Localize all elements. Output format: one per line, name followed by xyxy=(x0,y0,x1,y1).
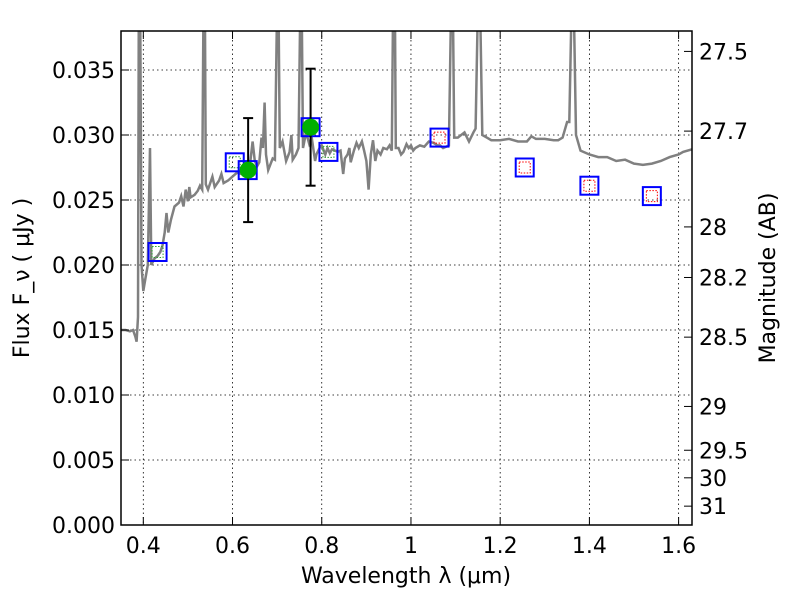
y-tick-label: 0.025 xyxy=(52,189,115,214)
y-tick-label: 0.010 xyxy=(52,384,115,409)
model-photometry-boxes xyxy=(147,117,662,262)
y-tick-label: 0.020 xyxy=(52,254,115,279)
plot-frame xyxy=(120,30,693,526)
y-axis-ticks: 0.000 0.005 0.010 0.015 0.020 0.025 0.030 0.035 xyxy=(52,59,129,539)
model-box-outer xyxy=(429,127,450,148)
y-tick-label: 0.000 xyxy=(52,514,115,539)
right-tick-label: 30 xyxy=(699,467,727,492)
observed-points xyxy=(239,67,320,224)
right-tick-label: 31 xyxy=(699,495,727,520)
right-tick-label: 27.7 xyxy=(699,120,748,145)
model-box-inner xyxy=(583,179,596,192)
x-tick-label: 0.8 xyxy=(304,534,339,559)
x-axis-ticks: 0.4 0.6 0.8 1 1.2 1.4 1.6 xyxy=(126,31,696,559)
y-axis-label: Flux F_ν ( μJy ) xyxy=(10,198,35,358)
plot-area xyxy=(121,31,692,343)
model-box-inner xyxy=(151,246,164,258)
right-axis-ticks: 27.5 27.7 28 28.2 28.5 29 29.5 30 31 xyxy=(684,40,748,520)
x-tick-label: 1.4 xyxy=(572,534,607,559)
model-box-inner xyxy=(433,131,446,144)
right-tick-label: 28.5 xyxy=(699,326,748,351)
right-tick-label: 29 xyxy=(699,395,727,420)
model-box-outer xyxy=(224,152,245,173)
x-tick-label: 0.4 xyxy=(126,534,161,559)
right-tick-label: 28.2 xyxy=(699,266,748,291)
model-box-inner xyxy=(228,156,241,169)
model-box-inner xyxy=(518,161,531,174)
right-axis-label: Magnitude (AB) xyxy=(756,193,781,364)
observed-point xyxy=(302,118,320,136)
observed-point xyxy=(239,161,257,179)
template-spectrum-line xyxy=(121,31,692,343)
x-axis-label: Wavelength λ (μm) xyxy=(301,564,511,589)
y-tick-label: 0.030 xyxy=(52,124,115,149)
x-tick-label: 0.6 xyxy=(215,534,250,559)
x-tick-label: 1 xyxy=(404,534,418,559)
x-tick-label: 1.2 xyxy=(483,534,518,559)
x-tick-label: 1.6 xyxy=(661,534,696,559)
model-box-outer xyxy=(318,141,339,162)
y-tick-label: 0.015 xyxy=(52,319,115,344)
model-box-outer xyxy=(514,157,535,178)
model-box-outer xyxy=(147,242,168,262)
y-tick-label: 0.035 xyxy=(52,59,115,84)
grid xyxy=(121,31,692,525)
model-box-inner xyxy=(645,190,658,203)
model-box-outer xyxy=(579,175,600,196)
y-tick-label: 0.005 xyxy=(52,449,115,474)
right-tick-label: 28 xyxy=(699,216,727,241)
right-tick-label: 29.5 xyxy=(699,439,748,464)
model-box-outer xyxy=(641,186,662,207)
model-box-inner xyxy=(322,145,335,158)
right-tick-label: 27.5 xyxy=(699,40,748,65)
